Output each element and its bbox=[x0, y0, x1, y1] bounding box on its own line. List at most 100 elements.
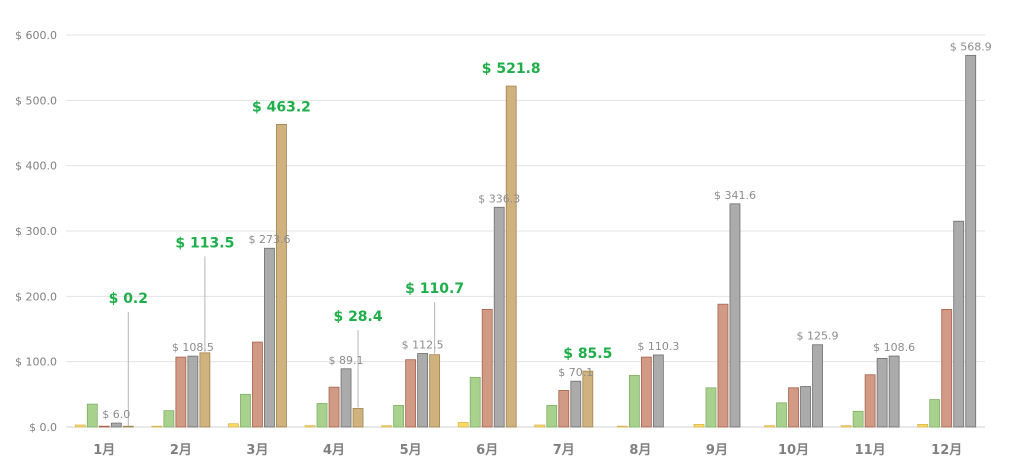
bar-8-series-4 bbox=[652, 354, 664, 428]
data-label: $ 110.3 bbox=[637, 340, 679, 353]
bar-1-series-5 bbox=[122, 425, 134, 428]
data-label: $ 125.9 bbox=[797, 330, 839, 343]
data-label: $ 521.8 bbox=[482, 61, 541, 77]
y-axis-ticks: $ 0.0 $ 100.0 $ 200.0 $ 300.0 $ 400.0 $ 500.0… bbox=[15, 29, 57, 434]
bar-2-series-5 bbox=[199, 352, 211, 428]
bar-2-series-3 bbox=[175, 356, 187, 428]
x-tick-label: 1月 bbox=[93, 443, 115, 458]
y-tick-label: $ 300.0 bbox=[15, 225, 57, 238]
y-tick-label: $ 400.0 bbox=[15, 160, 57, 173]
x-tick-label: 12月 bbox=[931, 443, 962, 458]
x-tick-label: 11月 bbox=[855, 443, 886, 458]
y-tick-label: $ 500.0 bbox=[15, 94, 57, 107]
x-tick-label: 6月 bbox=[476, 443, 498, 458]
bar-3-series-2 bbox=[240, 393, 251, 428]
data-label: $ 113.5 bbox=[175, 235, 234, 251]
bar-12-series-1 bbox=[917, 423, 929, 428]
bar-3-series-4 bbox=[264, 247, 275, 428]
bar-12-series-2 bbox=[929, 399, 941, 428]
data-label: $ 6.0 bbox=[102, 408, 130, 421]
bar-5-series-4 bbox=[417, 353, 429, 428]
bar-12-series-3 bbox=[941, 308, 953, 428]
data-label: $ 112.5 bbox=[402, 339, 444, 352]
grid-layer bbox=[66, 34, 985, 428]
x-axis-ticks: 1月 2月 3月 4月 5月 6月 7月 8月 9月 10月 11月 12月 bbox=[93, 443, 962, 458]
bar-11-series-5 bbox=[888, 355, 900, 428]
x-tick-label: 2月 bbox=[170, 443, 192, 458]
bar-5-series-3 bbox=[405, 359, 417, 428]
bar-12-series-4 bbox=[953, 220, 965, 428]
bar-3-series-5 bbox=[276, 123, 287, 428]
bar-10-series-1 bbox=[764, 425, 775, 428]
data-label: $ 341.6 bbox=[714, 189, 756, 202]
bar-9-series-2 bbox=[705, 387, 717, 428]
bar-6-series-1 bbox=[457, 422, 469, 428]
value-labels: $ 6.0 $ 0.2 $ 108.5 $ 113.5 $ 273.6 $ 463.2 $ … bbox=[102, 40, 991, 421]
bar-10-series-5 bbox=[812, 344, 823, 428]
bar-7-series-1 bbox=[534, 424, 546, 428]
bar-12-series-5 bbox=[965, 54, 977, 428]
x-tick-label: 8月 bbox=[629, 443, 651, 458]
data-label: $ 568.9 bbox=[950, 40, 992, 53]
leader-lines bbox=[127, 256, 436, 426]
bar-5-series-5 bbox=[429, 354, 441, 428]
bar-4-series-5 bbox=[352, 408, 364, 428]
bar-2-series-2 bbox=[163, 410, 175, 428]
data-label: $ 273.6 bbox=[248, 233, 290, 246]
bar-4-series-1 bbox=[304, 425, 316, 428]
bar-6-series-5 bbox=[505, 85, 517, 428]
bar-8-series-3 bbox=[640, 356, 652, 428]
bar-7-series-4 bbox=[570, 380, 582, 428]
bar-7-series-2 bbox=[546, 405, 558, 428]
bar-7-series-5 bbox=[582, 370, 594, 428]
data-label: $ 463.2 bbox=[252, 99, 311, 115]
data-label: $ 108.5 bbox=[172, 341, 214, 354]
bar-4-series-2 bbox=[316, 403, 328, 428]
x-tick-label: 4月 bbox=[323, 443, 345, 458]
bar-2-series-1 bbox=[151, 425, 163, 428]
bar-11-series-3 bbox=[864, 374, 876, 428]
y-tick-label: $ 200.0 bbox=[15, 290, 57, 303]
bar-5-series-1 bbox=[381, 425, 393, 428]
bars bbox=[74, 54, 977, 428]
data-label: $ 108.6 bbox=[873, 341, 915, 354]
bar-10-series-2 bbox=[776, 402, 787, 428]
bar-11-series-2 bbox=[852, 410, 864, 428]
bar-7-series-3 bbox=[558, 390, 570, 428]
bar-4-series-4 bbox=[340, 368, 352, 428]
bar-10-series-4 bbox=[800, 386, 811, 428]
bar-1-series-1 bbox=[74, 424, 86, 428]
bar-6-series-2 bbox=[469, 376, 481, 428]
x-tick-label: 5月 bbox=[400, 443, 422, 458]
bar-11-series-1 bbox=[840, 425, 852, 428]
bar-8-series-2 bbox=[628, 374, 640, 428]
bar-4-series-3 bbox=[328, 386, 340, 428]
bar-3-series-1 bbox=[228, 423, 239, 428]
data-label: $ 70.1 bbox=[558, 366, 593, 379]
bar-9-series-1 bbox=[693, 423, 705, 428]
bar-1-series-4 bbox=[110, 422, 122, 428]
x-tick-label: 10月 bbox=[778, 443, 809, 458]
bar-6-series-4 bbox=[493, 206, 505, 428]
bar-5-series-2 bbox=[393, 405, 405, 428]
bar-2-series-4 bbox=[187, 355, 199, 428]
data-label: $ 0.2 bbox=[109, 291, 148, 307]
data-label: $ 89.1 bbox=[329, 354, 364, 367]
bar-10-series-3 bbox=[788, 387, 799, 428]
bar-1-series-2 bbox=[86, 403, 98, 428]
y-tick-label: $ 0.0 bbox=[29, 421, 57, 434]
bar-1-series-3 bbox=[98, 425, 110, 428]
bar-6-series-3 bbox=[481, 308, 493, 428]
data-label: $ 85.5 bbox=[563, 346, 612, 362]
x-tick-label: 9月 bbox=[706, 443, 728, 458]
x-tick-label: 7月 bbox=[553, 443, 575, 458]
data-label: $ 28.4 bbox=[333, 309, 382, 325]
data-label: $ 336.3 bbox=[478, 192, 520, 205]
x-tick-label: 3月 bbox=[246, 443, 268, 458]
data-label: $ 110.7 bbox=[405, 281, 464, 297]
bar-8-series-1 bbox=[616, 425, 628, 428]
bar-9-series-4 bbox=[729, 203, 741, 428]
bar-11-series-4 bbox=[876, 357, 888, 428]
bar-3-series-3 bbox=[252, 341, 263, 428]
